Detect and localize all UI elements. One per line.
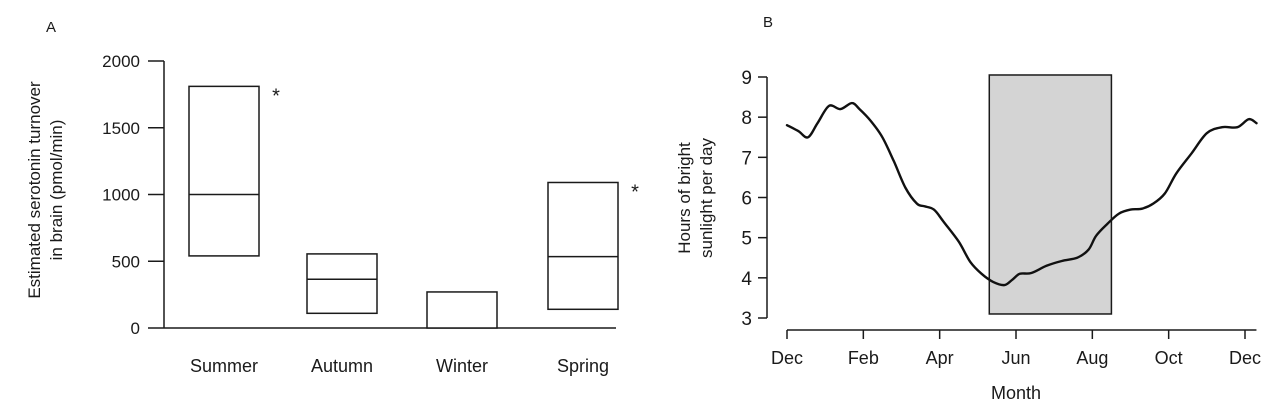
panel-a-significance-marker-spring: * [631,181,639,203]
panel-b-y-ticks: 3 4 5 6 7 8 9 [741,68,767,330]
panel-a-significance-marker-summer: * [272,85,280,107]
panel-b-y-tick-label-0: 3 [741,309,752,330]
panel-b-label: B [763,14,773,31]
panel-b-sunlight-series-line [785,101,1258,287]
panel-a-box-spring [547,181,619,311]
panel-b-x-ticks: Dec Feb Apr Jun Aug Oct Dec [771,330,1261,368]
panel-a-x-tick-label-autumn: Autumn [311,356,373,376]
panel-b-x-tick-label-6: Dec [1229,348,1261,368]
panel-a-x-tick-label-spring: Spring [557,356,609,376]
panel-b-y-tick-label-4: 7 [741,148,752,169]
panel-b-y-tick-label-1: 4 [741,269,752,290]
panel-a-x-tick-label-winter: Winter [436,356,488,376]
panel-b-shaded-period [988,74,1113,315]
panel-a-x-tick-labels: Summer Autumn Winter Spring [190,356,609,376]
panel-b-y-axis-label-line-1: Hours of bright [675,142,694,254]
panel-b-y-tick-label-6: 9 [741,68,752,89]
panel-a-y-ticks: 0 500 1000 1500 2000 [102,52,164,338]
panel-a-x-tick-label-summer: Summer [190,356,258,376]
panel-b-y-tick-label-5: 8 [741,108,752,129]
panel-b-x-tick-label-3: Jun [1001,348,1030,368]
panel-b-x-tick-label-0: Dec [771,348,803,368]
panel-b-x-tick-label-4: Aug [1076,348,1108,368]
panel-a-y-tick-label-3: 1500 [102,119,140,138]
panel-b-y-axis-label: Hours of bright sunlight per day [675,137,716,258]
panel-a-y-axis-label-line-1: Estimated serotonin turnover [25,81,44,299]
panel-b-x-tick-label-5: Oct [1155,348,1183,368]
panel-a-y-tick-label-4: 2000 [102,52,140,71]
panel-a-boxes: ** [188,85,639,329]
panel-b-x-axis-label: Month [991,383,1041,403]
panel-a-y-tick-label-1: 500 [112,252,140,271]
panel-a-y-axis-label: Estimated serotonin turnover in brain (p… [25,81,66,299]
panel-a-box-winter [426,291,498,329]
panel-a-serotonin-box-chart: A Estimated serotonin turnover in brain … [25,19,639,376]
panel-b-x-tick-label-2: Apr [926,348,954,368]
panel-a-box-summer [188,85,260,257]
panel-a-y-tick-label-2: 1000 [102,186,140,205]
panel-b-sunlight-line-chart: B Hours of bright sunlight per day 3 4 5 6 7… [675,14,1261,403]
panel-b-y-tick-label-3: 6 [741,189,752,210]
panel-a-label: A [46,19,56,36]
panel-a-y-axis-label-line-2: in brain (pmol/min) [47,120,66,261]
panel-b-y-axis-label-line-2: sunlight per day [697,137,716,258]
panel-a-box-autumn [306,253,378,315]
panel-b-x-tick-label-1: Feb [848,348,879,368]
panel-b-y-tick-label-2: 5 [741,229,752,250]
panel-a-y-tick-label-0: 0 [131,319,140,338]
